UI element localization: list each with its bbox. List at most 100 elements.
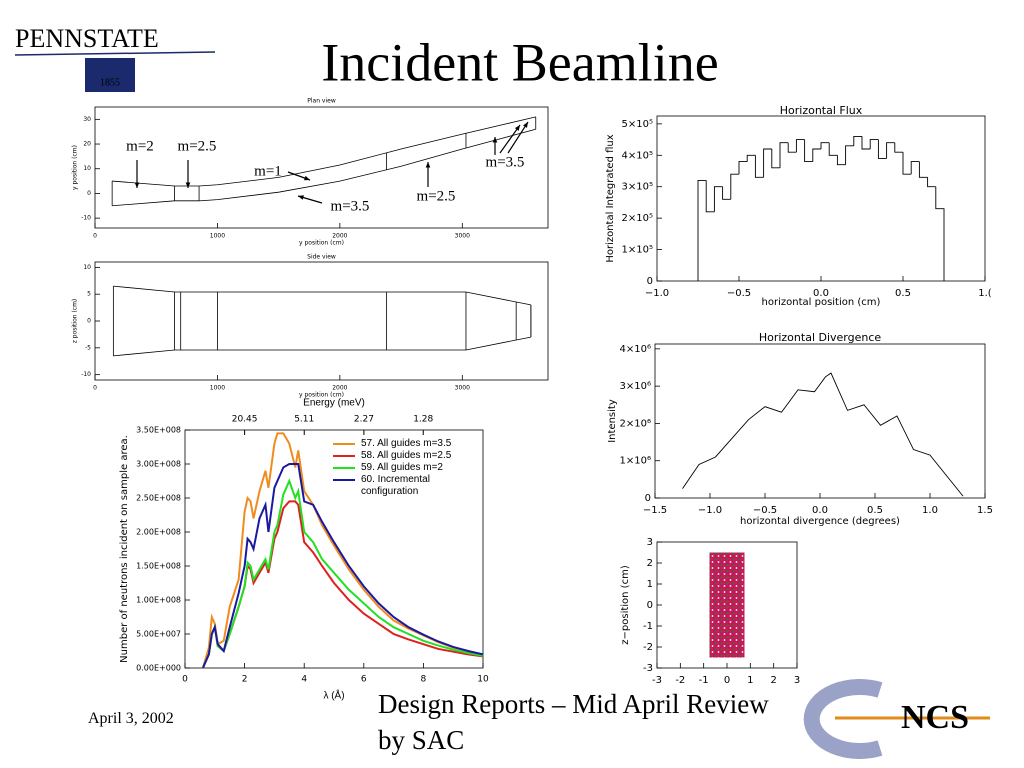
plot-frame	[654, 343, 986, 499]
y-tick-label: 1.00E+008	[136, 596, 181, 605]
histogram-step	[763, 148, 772, 178]
annotation: m=2.5	[178, 138, 217, 154]
x-tick-label: 1.(	[978, 288, 992, 299]
chart: Side view y position (cm) z position (cm) 0…	[72, 254, 549, 399]
x-tick-label: −0.5	[753, 505, 777, 516]
x-tick-label: -2	[675, 675, 685, 686]
legend-swatch	[333, 443, 355, 445]
histogram-step	[787, 142, 797, 153]
series-line	[201, 463, 484, 669]
histogram-step	[886, 142, 895, 159]
histogram-step	[746, 154, 756, 162]
x2-tick-label: 5.11	[294, 415, 314, 425]
annotation: m=2.5	[417, 188, 456, 204]
logo-c	[803, 679, 883, 759]
histogram-step	[804, 139, 813, 163]
y-tick-label: 5.00E+007	[136, 630, 181, 639]
annotation: m=3.5	[486, 154, 525, 170]
x-tick-label: 0.5	[895, 288, 911, 299]
x-axis-label: y position (cm)	[299, 392, 344, 399]
x-tick-label: 2000	[332, 385, 347, 392]
y-tick-label: 10	[83, 165, 91, 172]
histogram-step	[861, 136, 871, 150]
x2-tick-label: 20.45	[232, 415, 258, 425]
histogram-step	[713, 186, 723, 212]
logo-text: NCS	[901, 699, 969, 736]
y-axis-label: y position (cm)	[72, 145, 79, 190]
particle-region	[709, 552, 745, 658]
histogram-step	[795, 139, 805, 153]
arrow-head	[514, 125, 520, 131]
chart-title: Plan view	[307, 98, 336, 105]
x-tick-label: −0.5	[727, 288, 751, 299]
y-axis-label: Number of neutrons incident on sample ar…	[119, 435, 130, 663]
y-axis-label: z−position (cm)	[620, 565, 631, 645]
x-tick-label: 0	[182, 675, 188, 685]
chart: Horizontal Flux horizontal position (cm) H…	[605, 104, 992, 308]
series-line	[201, 478, 484, 669]
chart: λ (Å) Number of neutrons incident on samp…	[119, 398, 489, 702]
logo-text: PENNSTATE	[15, 24, 159, 53]
histogram-step	[910, 161, 920, 175]
y-tick-label: 5	[87, 291, 91, 298]
legend-entry: 59. All guides m=2	[333, 462, 468, 474]
x-tick-label: 4	[301, 675, 307, 685]
x-tick-label: 3000	[455, 233, 470, 240]
plot-frame	[94, 261, 549, 381]
x-tick-label: 10	[477, 675, 489, 685]
y-tick-label: 0	[87, 318, 91, 325]
x-tick-label: 3000	[455, 385, 470, 392]
histogram-step	[828, 142, 838, 156]
histogram-step	[820, 142, 830, 149]
x-tick-label: 1.0	[922, 505, 938, 516]
x-tick-label: 0.0	[812, 505, 828, 516]
chart-title: Horizontal Flux	[780, 104, 863, 117]
y-tick-label: 2	[647, 558, 653, 569]
histogram-step	[812, 148, 821, 162]
chart-title: Side view	[307, 254, 336, 261]
x-tick-label: 2	[242, 675, 248, 685]
x-axis-label: horizontal divergence (degrees)	[740, 516, 900, 527]
histogram-step	[697, 179, 707, 281]
y-tick-label: 2×10⁵	[622, 213, 653, 224]
legend-entry: 60. Incremental configuration	[333, 474, 468, 498]
y-tick-label: 0	[647, 276, 653, 287]
annotation: m=1	[254, 163, 282, 179]
y-tick-label: 0	[647, 600, 653, 611]
y-tick-label: -5	[85, 344, 91, 351]
histogram-step	[705, 180, 715, 213]
x-tick-label: 0	[724, 675, 730, 686]
legend-label: 59. All guides m=2	[361, 462, 443, 473]
annotation-arrow	[499, 124, 521, 154]
y-tick-label: 1×10⁵	[622, 245, 653, 256]
histogram-step	[738, 161, 748, 175]
histogram-step	[877, 139, 887, 159]
legend-label: 58. All guides m=2.5	[361, 450, 452, 461]
legend-swatch	[333, 479, 355, 481]
y-axis-label: z position (cm)	[72, 299, 79, 344]
x-tick-label: 3	[794, 675, 800, 686]
x-tick-label: 1000	[210, 233, 225, 240]
guide-wall	[112, 116, 536, 187]
arrow-head	[298, 195, 304, 200]
x2-axis-label: Energy (meV)	[303, 398, 365, 409]
cncs-logo: NCS	[803, 679, 990, 759]
x-tick-label: 1000	[210, 385, 225, 392]
x-tick-label: 8	[421, 675, 427, 685]
y-tick-label: 1	[647, 579, 653, 590]
x-tick-label: −1.5	[643, 505, 667, 516]
arrow-head	[492, 137, 498, 143]
histogram-step	[779, 142, 789, 168]
histogram-step	[918, 161, 928, 178]
arrow-head	[304, 175, 310, 181]
series-line	[682, 372, 964, 497]
y-tick-label: 3	[647, 537, 653, 548]
plot-frame	[184, 429, 484, 669]
y-tick-label: 1×10⁶	[620, 456, 651, 467]
footer: Design Reports – Mid April Review by SAC	[378, 689, 769, 755]
y-axis-label: Intensity	[607, 399, 618, 443]
date: April 3, 2002	[88, 710, 174, 727]
y-tick-label: 1.50E+008	[136, 562, 181, 571]
plot-frame	[94, 106, 549, 229]
annotation: m=2	[126, 138, 154, 154]
